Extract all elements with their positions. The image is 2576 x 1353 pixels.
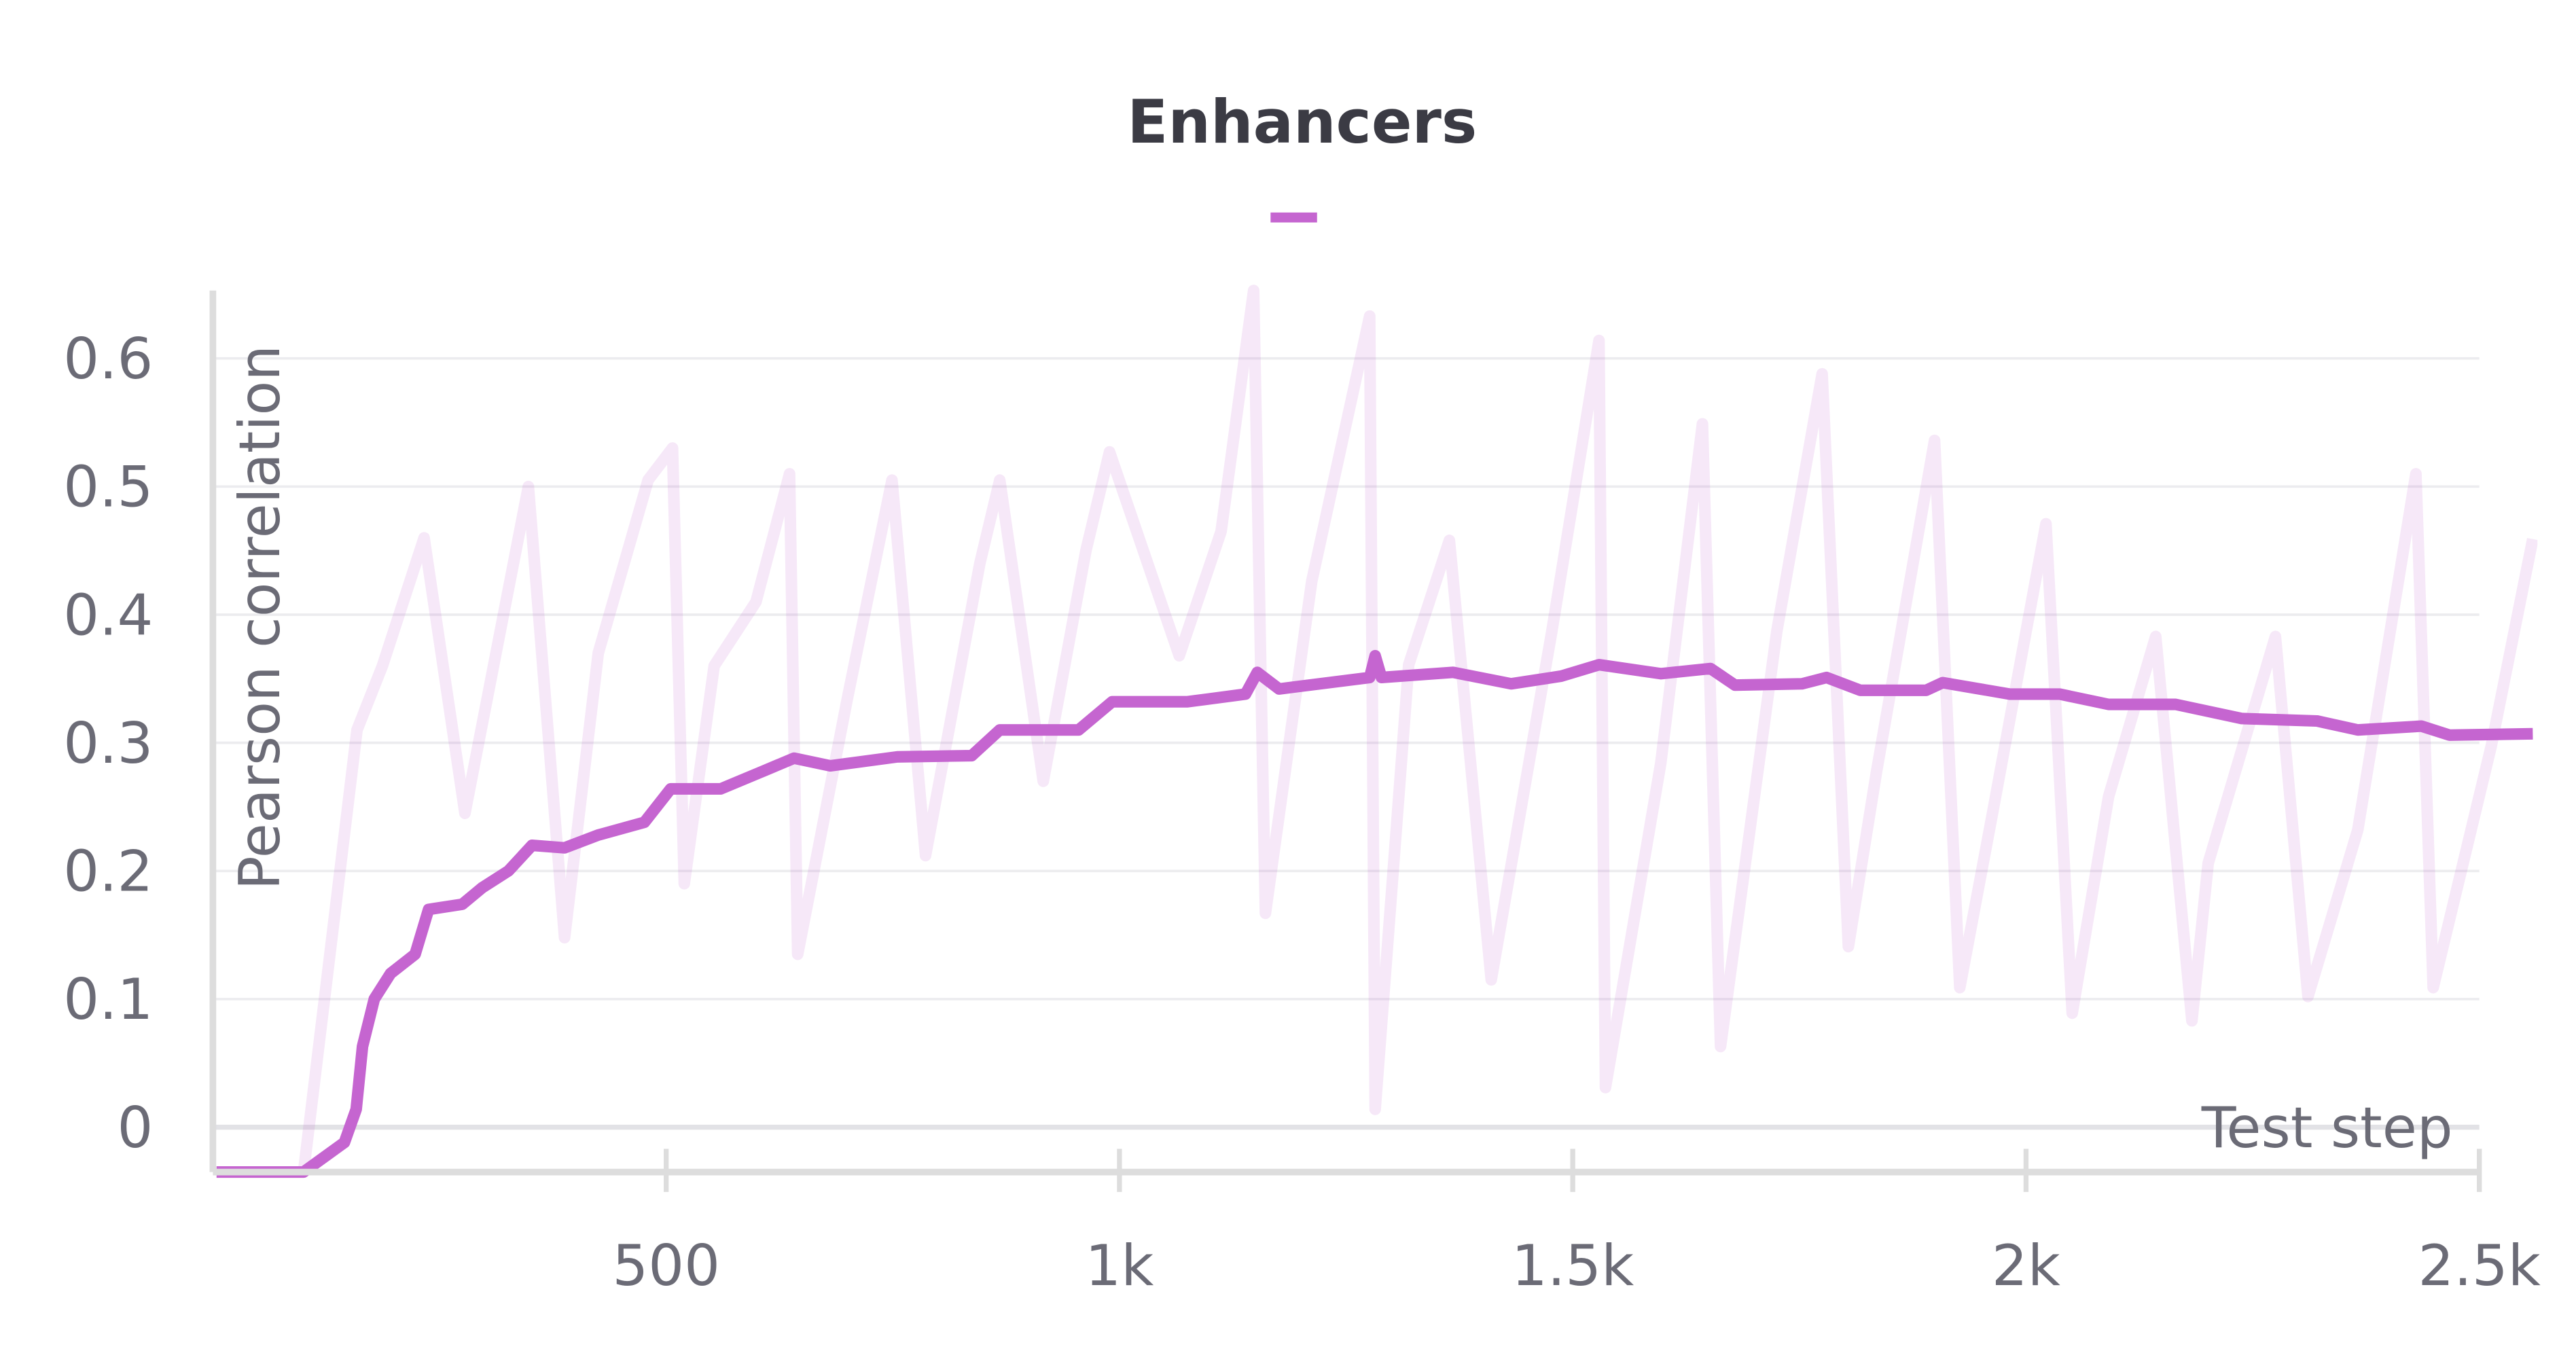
y-tick-label: 0 <box>118 1095 154 1161</box>
y-axis-title: Pearson correlation <box>227 345 293 890</box>
x-tick-label: 1.5k <box>1511 1233 1634 1299</box>
x-axis-title: Test step <box>2201 1095 2453 1161</box>
series-line <box>216 649 2533 1178</box>
chart-title: Enhancers <box>1127 87 1477 157</box>
x-tick-label: 1k <box>1085 1233 1153 1299</box>
y-tick-label: 0.6 <box>63 326 153 392</box>
x-tick-label: 500 <box>612 1233 720 1299</box>
y-tick-label: 0.5 <box>63 454 153 520</box>
series-line <box>298 285 2538 1173</box>
y-tick-label: 0.1 <box>63 967 153 1032</box>
y-tick-label: 0.2 <box>63 839 153 905</box>
y-tick-label: 0.3 <box>63 710 153 776</box>
x-tick-label: 2k <box>1992 1233 2060 1299</box>
x-tick-label: 2.5k <box>2418 1233 2541 1299</box>
y-tick-label: 0.4 <box>63 582 153 648</box>
legend-swatch <box>1270 212 1317 223</box>
